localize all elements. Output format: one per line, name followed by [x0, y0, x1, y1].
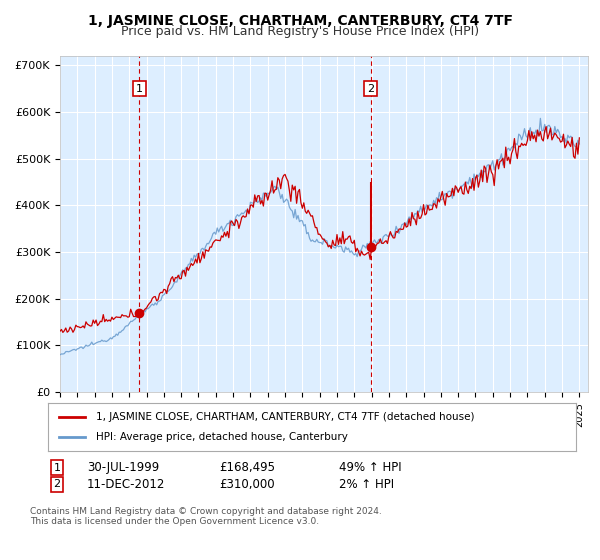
Text: HPI: Average price, detached house, Canterbury: HPI: Average price, detached house, Cant… [95, 432, 347, 442]
Text: Price paid vs. HM Land Registry's House Price Index (HPI): Price paid vs. HM Land Registry's House … [121, 25, 479, 38]
Text: £168,495: £168,495 [219, 461, 275, 474]
Text: 1, JASMINE CLOSE, CHARTHAM, CANTERBURY, CT4 7TF (detached house): 1, JASMINE CLOSE, CHARTHAM, CANTERBURY, … [95, 412, 474, 422]
Text: 11-DEC-2012: 11-DEC-2012 [87, 478, 166, 491]
Text: 2: 2 [53, 479, 61, 489]
Text: 49% ↑ HPI: 49% ↑ HPI [339, 461, 401, 474]
Text: Contains HM Land Registry data © Crown copyright and database right 2024.
This d: Contains HM Land Registry data © Crown c… [30, 507, 382, 526]
Text: £310,000: £310,000 [219, 478, 275, 491]
Text: 30-JUL-1999: 30-JUL-1999 [87, 461, 159, 474]
Text: 1: 1 [136, 83, 143, 94]
Text: 2: 2 [367, 83, 374, 94]
Text: 2% ↑ HPI: 2% ↑ HPI [339, 478, 394, 491]
Text: 1, JASMINE CLOSE, CHARTHAM, CANTERBURY, CT4 7TF: 1, JASMINE CLOSE, CHARTHAM, CANTERBURY, … [88, 14, 512, 28]
Bar [139, 56, 371, 392]
Text: 1: 1 [53, 463, 61, 473]
